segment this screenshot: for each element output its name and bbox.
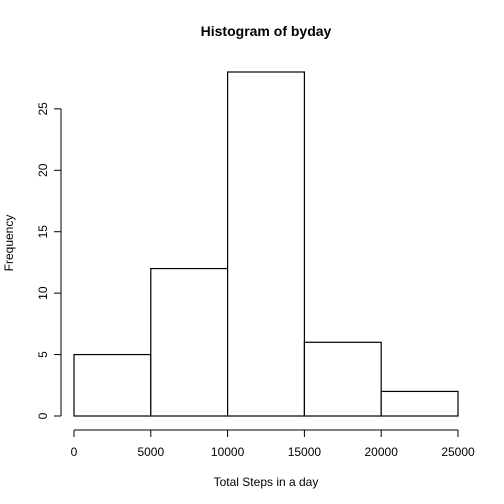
histogram-bar-0 [73, 353, 152, 417]
x-tick-label-5: 25000 [441, 445, 475, 459]
y-axis-label: Frequency [2, 215, 16, 272]
histogram-bar-3 [303, 341, 382, 417]
y-tick-label-3: 15 [36, 225, 50, 239]
y-tick-label-1: 5 [36, 351, 50, 358]
y-tick-label-5: 25 [36, 102, 50, 116]
x-tick-label-2: 10000 [211, 445, 245, 459]
y-axis: 0 5 10 15 20 25 [36, 102, 62, 419]
x-axis: 0 5000 10000 15000 20000 25000 [71, 429, 475, 459]
histogram-bar-4 [380, 390, 459, 417]
bars-group [73, 71, 459, 417]
chart-title: Histogram of byday [201, 23, 332, 39]
histogram-bar-1 [150, 267, 229, 417]
x-tick-label-0: 0 [71, 445, 78, 459]
histogram-bar-2 [227, 71, 306, 417]
x-tick-label-3: 15000 [288, 445, 322, 459]
x-tick-label-1: 5000 [137, 445, 164, 459]
x-axis-label: Total Steps in a day [214, 475, 319, 489]
x-tick-label-4: 20000 [365, 445, 399, 459]
y-tick-label-4: 20 [36, 163, 50, 177]
y-tick-label-2: 10 [36, 286, 50, 300]
y-tick-label-0: 0 [36, 412, 50, 419]
